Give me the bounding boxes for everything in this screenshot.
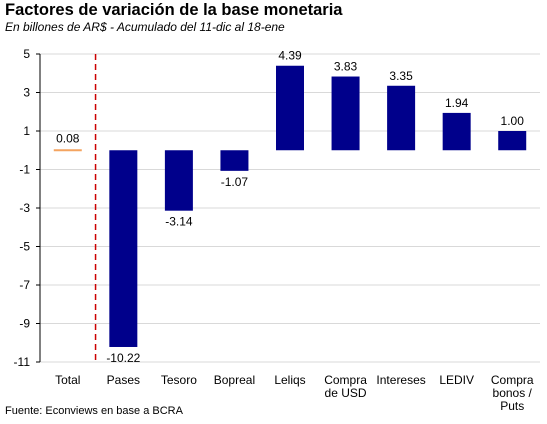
y-tick-label: -11 <box>14 355 31 369</box>
x-tick-label: Intereses <box>376 373 425 387</box>
y-tick-label: 3 <box>23 86 30 100</box>
x-tick-label: bonos / <box>493 386 533 400</box>
y-tick-label: -7 <box>19 278 30 292</box>
y-tick-label: -5 <box>19 240 30 254</box>
value-labels: 0.08 -10.22 -3.14 -1.07 4.39 3.83 3.35 1.94 1.00 <box>56 49 524 365</box>
bars <box>53 65 527 347</box>
x-tick-label: Pases <box>107 373 140 387</box>
x-tick-label: Leliqs <box>274 373 305 387</box>
x-tick-label: de USD <box>325 386 367 400</box>
data-label: 1.00 <box>501 114 525 128</box>
bar <box>331 76 360 151</box>
chart-subtitle: En billones de AR$ - Acumulado del 11-di… <box>5 20 285 34</box>
y-tick-label: -3 <box>19 201 30 215</box>
y-axis-ticks: 5 3 1 -1 -3 -5 -7 -9 -11 <box>14 47 40 369</box>
y-tick-label: 1 <box>23 124 30 138</box>
chart-title: Factores de variación de la base monetar… <box>5 1 343 19</box>
data-label: 4.39 <box>278 49 302 63</box>
bar <box>498 131 527 151</box>
x-tick-label: Compra <box>324 373 367 387</box>
y-tick-label: 5 <box>23 47 30 61</box>
x-tick-label: Puts <box>500 399 524 413</box>
x-tick-label: Tesoro <box>161 373 197 387</box>
bar <box>442 112 471 151</box>
x-tick-label: LEDIV <box>439 373 474 387</box>
x-tick-label: Bopreal <box>214 373 255 387</box>
bar <box>109 150 138 347</box>
data-label: 3.35 <box>389 69 413 83</box>
data-label: -1.07 <box>221 175 249 189</box>
y-tick-label: -1 <box>19 163 30 177</box>
bar <box>387 85 416 151</box>
y-tick-label: -9 <box>19 317 30 331</box>
bar <box>276 65 304 151</box>
bar <box>164 150 193 211</box>
data-label: 3.83 <box>334 60 358 74</box>
source-note: Fuente: Econviews en base a BCRA <box>5 405 183 417</box>
bar <box>53 149 82 152</box>
x-tick-label: Total <box>55 373 80 387</box>
data-label: 0.08 <box>56 132 80 146</box>
bar <box>220 150 249 171</box>
x-tick-label: Compra <box>491 373 534 387</box>
data-label: -3.14 <box>165 215 193 229</box>
data-label: 1.94 <box>445 96 469 110</box>
data-label: -10.22 <box>106 351 140 365</box>
